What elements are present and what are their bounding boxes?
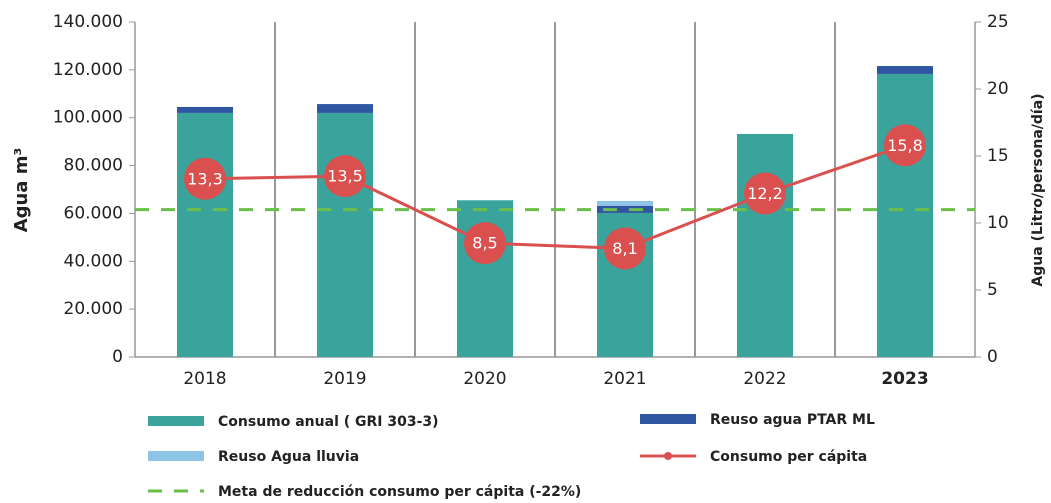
bar <box>597 205 653 213</box>
y-tick-label: 80.000 <box>64 156 123 176</box>
y2-tick-label: 0 <box>987 347 998 367</box>
legend-label: Consumo per cápita <box>710 449 867 465</box>
y-tick-label: 100.000 <box>53 108 123 128</box>
marker <box>324 155 366 198</box>
legend-swatch <box>640 414 696 424</box>
data-label: 13,5 <box>327 167 363 186</box>
data-label: 15,8 <box>887 136 923 155</box>
data-label: 13,3 <box>187 169 223 188</box>
bar <box>177 106 233 113</box>
y2-axis-label: Agua (Litro/persona/día) <box>1030 93 1046 286</box>
y-tick-label: 0 <box>112 347 123 367</box>
legend-label: Consumo anual ( GRI 303-3) <box>218 414 439 430</box>
marker <box>464 222 506 265</box>
legend-label: Reuso Agua lluvia <box>218 449 359 465</box>
y2-tick-label: 10 <box>987 213 1009 233</box>
bar <box>877 73 933 358</box>
bar <box>317 104 373 113</box>
bar <box>737 133 793 357</box>
data-label: 8,5 <box>472 234 497 253</box>
y2-tick-label: 20 <box>987 79 1009 99</box>
y-tick-label: 120.000 <box>53 60 123 80</box>
bar <box>597 200 653 206</box>
data-label: 8,1 <box>612 239 637 258</box>
marker <box>744 172 786 215</box>
y-tick-label: 20.000 <box>64 299 123 319</box>
bar <box>877 66 933 74</box>
y-tick-label: 60.000 <box>64 203 123 223</box>
legend-label: Meta de reducción consumo per cápita (-2… <box>218 484 581 500</box>
marker <box>884 124 926 167</box>
line <box>204 143 906 250</box>
x-tick-label: 2019 <box>323 369 366 389</box>
y-axis-label: Agua m³ <box>11 148 32 233</box>
y-tick-label: 40.000 <box>64 251 123 271</box>
legend-swatch <box>148 451 204 461</box>
y2-tick-label: 15 <box>987 146 1009 166</box>
y2-tick-label: 5 <box>987 280 998 300</box>
legend-swatch <box>664 452 672 460</box>
x-tick-label: 2021 <box>603 369 646 389</box>
bar <box>317 112 373 357</box>
x-tick-label: 2020 <box>463 369 506 389</box>
x-tick-label: 2022 <box>743 369 786 389</box>
legend-label: Reuso agua PTAR ML <box>710 412 875 428</box>
x-tick-label: 2018 <box>183 369 226 389</box>
bar <box>177 112 233 357</box>
legend-swatch <box>148 416 204 426</box>
marker <box>604 227 646 270</box>
marker <box>184 157 226 200</box>
x-tick-label: 2023 <box>881 369 928 389</box>
data-label: 12,2 <box>747 184 783 203</box>
y2-tick-label: 25 <box>987 12 1009 32</box>
y-tick-label: 140.000 <box>53 12 123 32</box>
